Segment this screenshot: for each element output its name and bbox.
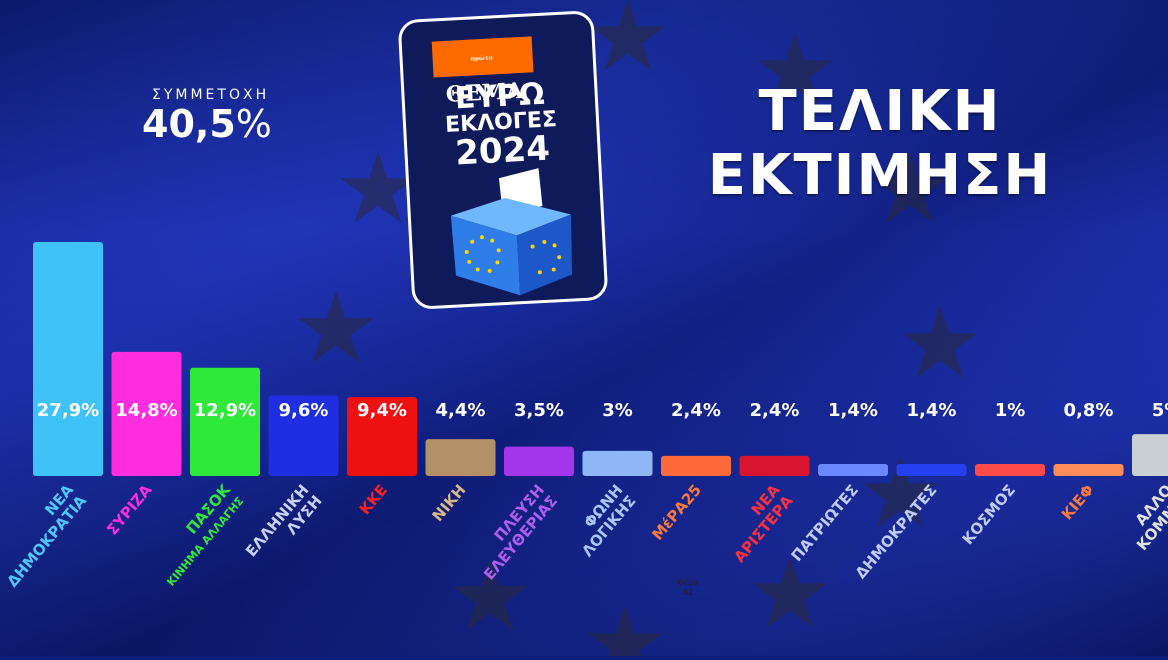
value-label-1: 14,8% [115, 400, 177, 421]
bar-8 [661, 455, 731, 476]
category-label-5-line-0: ΝΙΚΗ [429, 481, 470, 525]
election-logo: πρώτοΘΕΜΑ ΕΥΡΩ ΕΚΛΟΓΕΣ 2024 [397, 10, 609, 310]
category-label-8: ΜέΡΑ25 [648, 481, 705, 544]
bar-5 [425, 439, 496, 476]
value-label-13: 0,8% [1064, 400, 1114, 421]
turnout-number: 40,5 [142, 102, 236, 146]
value-label-7: 3% [602, 400, 633, 421]
value-label-10: 1,4% [828, 400, 878, 421]
bar-6 [504, 446, 574, 476]
source-line-2: ΑΣ [682, 588, 694, 597]
category-label-12-line-0: ΚΟΣΜΟΣ [959, 481, 1019, 548]
ballot-box-icon [450, 168, 573, 296]
category-label-1: ΣΥΡΙΖΑ [103, 481, 156, 539]
source-note: Θέμα ΑΣ [668, 578, 708, 598]
value-label-4: 9,4% [357, 400, 407, 421]
value-label-14: 5% [1152, 400, 1168, 421]
value-label-9: 2,4% [750, 400, 800, 421]
category-label-11-line-0: ΔΗΜΟΚΡΑΤΕΣ [852, 481, 941, 582]
category-label-4-line-0: ΚΚΕ [356, 481, 391, 518]
value-label-8: 2,4% [671, 400, 721, 421]
value-label-5: 4,4% [436, 400, 486, 421]
value-label-6: 3,5% [514, 400, 564, 421]
bar-11 [896, 464, 967, 476]
bar-2 [190, 367, 260, 476]
title-line-1: ΤΕΛΙΚΗ [758, 79, 1002, 144]
value-label-12: 1% [995, 400, 1026, 421]
bar-13 [1053, 464, 1124, 476]
category-label-8-line-0: ΜέΡΑ25 [648, 481, 705, 544]
bar-0 [33, 242, 103, 476]
category-label-10-line-0: ΠΑΤΡΙΩΤΕΣ [788, 481, 863, 565]
value-label-0: 27,9% [37, 400, 99, 421]
category-label-12: ΚΟΣΜΟΣ [959, 481, 1019, 548]
title-line-2: ΕΚΤΙΜΗΣΗ [707, 143, 1053, 208]
bar-3 [268, 395, 339, 476]
value-label-11: 1,4% [907, 400, 957, 421]
category-label-11: ΔΗΜΟΚΡΑΤΕΣ [852, 481, 941, 582]
bar-4 [347, 397, 417, 476]
turnout-unit: % [235, 102, 272, 146]
bar-12 [975, 464, 1045, 476]
page-title: ΤΕΛΙΚΗ ΕΚΤΙΜΗΣΗ [690, 80, 1070, 208]
category-label-1-line-0: ΣΥΡΙΖΑ [103, 481, 156, 539]
category-label-13: ΚΙΕΦ [1058, 481, 1098, 523]
value-label-2: 12,9% [194, 400, 256, 421]
turnout-label: ΣΥΜΜΕΤΟΧΗ [152, 87, 270, 103]
bar-14 [1132, 434, 1168, 476]
bar-1 [111, 351, 182, 476]
bar-7 [582, 450, 653, 476]
turnout-value: 40,5% [142, 102, 272, 146]
source-line-1: Θέμα [677, 578, 699, 587]
value-label-3: 9,6% [279, 400, 329, 421]
bar-10 [818, 464, 888, 476]
category-label-10: ΠΑΤΡΙΩΤΕΣ [788, 481, 863, 565]
category-label-4: ΚΚΕ [356, 481, 391, 518]
bar-9 [739, 455, 810, 476]
category-label-5: ΝΙΚΗ [429, 481, 470, 525]
category-label-13-line-0: ΚΙΕΦ [1058, 481, 1098, 523]
